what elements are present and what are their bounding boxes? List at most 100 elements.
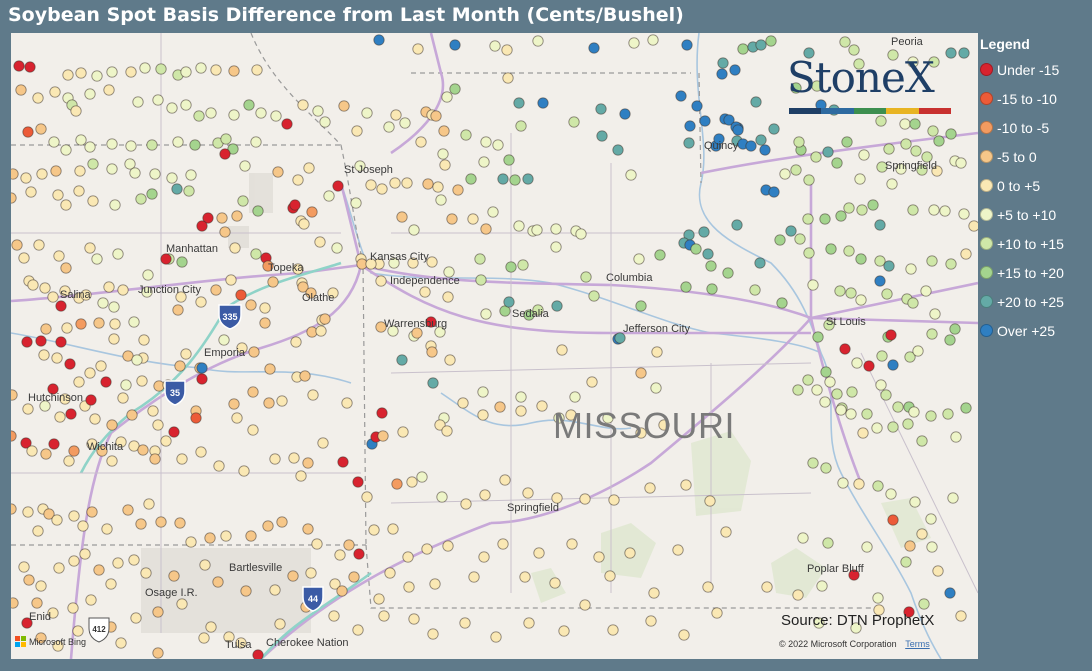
basis-point-marker[interactable] (408, 613, 420, 625)
basis-point-marker[interactable] (523, 617, 535, 629)
basis-point-marker[interactable] (807, 279, 819, 291)
basis-point-marker[interactable] (219, 148, 231, 160)
basis-point-marker[interactable] (341, 397, 353, 409)
basis-point-marker[interactable] (353, 548, 365, 560)
terms-link[interactable]: Terms (905, 639, 930, 649)
basis-point-marker[interactable] (205, 621, 217, 633)
basis-point-marker[interactable] (152, 647, 164, 659)
basis-point-marker[interactable] (415, 136, 427, 148)
basis-point-marker[interactable] (73, 376, 85, 388)
basis-point-marker[interactable] (853, 478, 865, 490)
basis-point-marker[interactable] (678, 629, 690, 641)
basis-point-marker[interactable] (231, 412, 243, 424)
basis-point-marker[interactable] (926, 541, 938, 553)
basis-point-marker[interactable] (768, 123, 780, 135)
basis-point-marker[interactable] (537, 97, 549, 109)
basis-point-marker[interactable] (22, 403, 34, 415)
basis-point-marker[interactable] (166, 102, 178, 114)
basis-point-marker[interactable] (517, 259, 529, 271)
basis-point-marker[interactable] (176, 256, 188, 268)
basis-point-marker[interactable] (350, 197, 362, 209)
basis-point-marker[interactable] (22, 506, 34, 518)
basis-point-marker[interactable] (136, 375, 148, 387)
basis-point-marker[interactable] (702, 248, 714, 260)
basis-point-marker[interactable] (926, 328, 938, 340)
basis-point-marker[interactable] (263, 397, 275, 409)
basis-point-marker[interactable] (391, 478, 403, 490)
basis-point-marker[interactable] (52, 640, 64, 652)
basis-point-marker[interactable] (831, 157, 843, 169)
basis-point-marker[interactable] (515, 120, 527, 132)
basis-point-marker[interactable] (39, 282, 51, 294)
basis-point-marker[interactable] (834, 285, 846, 297)
basis-point-marker[interactable] (288, 452, 300, 464)
basis-point-marker[interactable] (352, 476, 364, 488)
basis-point-marker[interactable] (269, 584, 281, 596)
basis-point-marker[interactable] (633, 253, 645, 265)
basis-point-marker[interactable] (130, 612, 142, 624)
basis-point-marker[interactable] (289, 199, 301, 211)
basis-point-marker[interactable] (120, 379, 132, 391)
basis-point-marker[interactable] (422, 178, 434, 190)
basis-point-marker[interactable] (26, 445, 38, 457)
basis-point-marker[interactable] (432, 181, 444, 193)
basis-point-marker[interactable] (887, 514, 899, 526)
basis-point-marker[interactable] (269, 453, 281, 465)
basis-point-marker[interactable] (93, 564, 105, 576)
basis-point-marker[interactable] (802, 374, 814, 386)
basis-point-marker[interactable] (494, 401, 506, 413)
basis-point-marker[interactable] (876, 350, 888, 362)
basis-point-marker[interactable] (785, 225, 797, 237)
basis-point-marker[interactable] (352, 624, 364, 636)
basis-point-marker[interactable] (196, 373, 208, 385)
basis-point-marker[interactable] (429, 578, 441, 590)
basis-point-marker[interactable] (51, 514, 63, 526)
basis-point-marker[interactable] (74, 165, 86, 177)
basis-point-marker[interactable] (579, 599, 591, 611)
basis-point-marker[interactable] (162, 379, 174, 391)
basis-point-marker[interactable] (531, 224, 543, 236)
basis-point-marker[interactable] (683, 137, 695, 149)
basis-point-marker[interactable] (885, 329, 897, 341)
basis-point-marker[interactable] (437, 148, 449, 160)
basis-point-marker[interactable] (91, 253, 103, 265)
basis-point-marker[interactable] (11, 168, 19, 180)
basis-point-marker[interactable] (903, 606, 915, 618)
basis-point-marker[interactable] (644, 482, 656, 494)
basis-point-marker[interactable] (706, 283, 718, 295)
basis-point-marker[interactable] (152, 606, 164, 618)
basis-point-marker[interactable] (819, 396, 831, 408)
basis-point-marker[interactable] (213, 460, 225, 472)
basis-point-marker[interactable] (867, 199, 879, 211)
basis-point-marker[interactable] (174, 360, 186, 372)
basis-point-marker[interactable] (129, 167, 141, 179)
basis-point-marker[interactable] (108, 301, 120, 313)
basis-point-marker[interactable] (317, 437, 329, 449)
basis-point-marker[interactable] (60, 262, 72, 274)
basis-point-marker[interactable] (505, 261, 517, 273)
basis-point-marker[interactable] (553, 412, 565, 424)
basis-point-marker[interactable] (955, 610, 967, 622)
basis-point-marker[interactable] (248, 346, 260, 358)
basis-point-marker[interactable] (927, 125, 939, 137)
basis-point-marker[interactable] (449, 83, 461, 95)
basis-point-marker[interactable] (328, 610, 340, 622)
basis-point-marker[interactable] (70, 105, 82, 117)
basis-point-marker[interactable] (109, 199, 121, 211)
basis-point-marker[interactable] (705, 260, 717, 272)
basis-point-marker[interactable] (91, 70, 103, 82)
basis-point-marker[interactable] (11, 597, 19, 609)
basis-point-marker[interactable] (93, 317, 105, 329)
basis-point-marker[interactable] (904, 540, 916, 552)
basis-point-marker[interactable] (835, 210, 847, 222)
basis-point-marker[interactable] (595, 103, 607, 115)
basis-point-marker[interactable] (67, 602, 79, 614)
basis-point-marker[interactable] (929, 308, 941, 320)
basis-point-marker[interactable] (18, 252, 30, 264)
basis-point-marker[interactable] (811, 384, 823, 396)
basis-point-marker[interactable] (839, 36, 851, 48)
basis-point-marker[interactable] (855, 253, 867, 265)
basis-point-marker[interactable] (478, 156, 490, 168)
basis-point-marker[interactable] (729, 64, 741, 76)
basis-point-marker[interactable] (281, 118, 293, 130)
